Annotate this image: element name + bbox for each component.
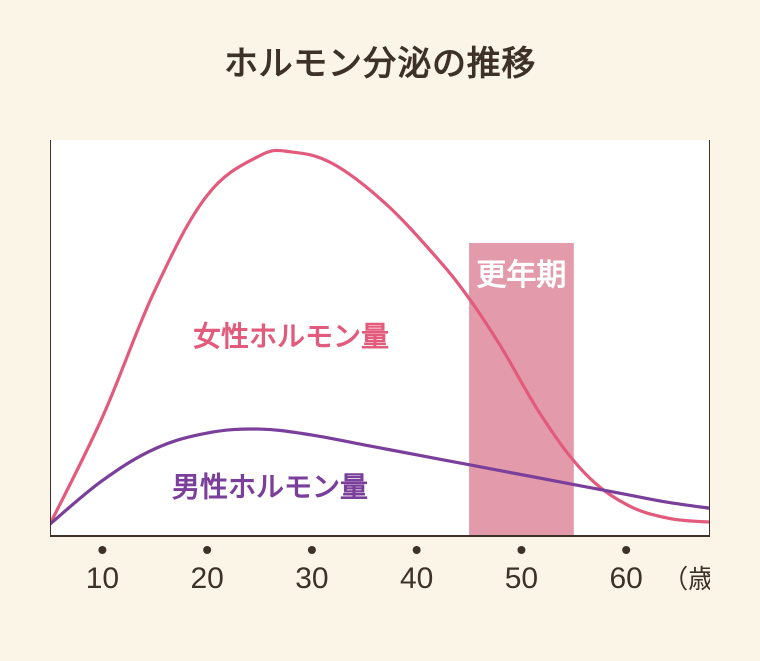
x-tick-mark (517, 546, 525, 554)
x-tick-mark (622, 546, 630, 554)
x-tick-label: 30 (295, 562, 328, 595)
chart-area: 更年期女性ホルモン量男性ホルモン量 10 20 30 40 50 60 （歳） (50, 140, 710, 606)
chart-svg: 更年期女性ホルモン量男性ホルモン量 10 20 30 40 50 60 （歳） (50, 140, 710, 606)
x-tick-label: 60 (610, 562, 643, 595)
series-female-label: 女性ホルモン量 (193, 320, 389, 352)
chart-title: ホルモン分泌の推移 (0, 36, 760, 85)
x-tick-mark (203, 546, 211, 554)
menopause-label: 更年期 (476, 259, 566, 292)
x-tick-label: 40 (400, 562, 433, 595)
x-tick-mark (308, 546, 316, 554)
x-tick-mark (98, 546, 106, 554)
x-tick-label: 20 (190, 562, 223, 595)
page-root: ホルモン分泌の推移 更年期女性ホルモン量男性ホルモン量 10 20 30 40 50 60 （… (0, 0, 760, 661)
x-tick-label: 50 (505, 562, 538, 595)
x-axis-unit-label: （歳） (662, 564, 710, 594)
series-male-label: 男性ホルモン量 (172, 471, 368, 502)
x-tick-label: 10 (86, 562, 119, 595)
x-tick-mark (413, 546, 421, 554)
